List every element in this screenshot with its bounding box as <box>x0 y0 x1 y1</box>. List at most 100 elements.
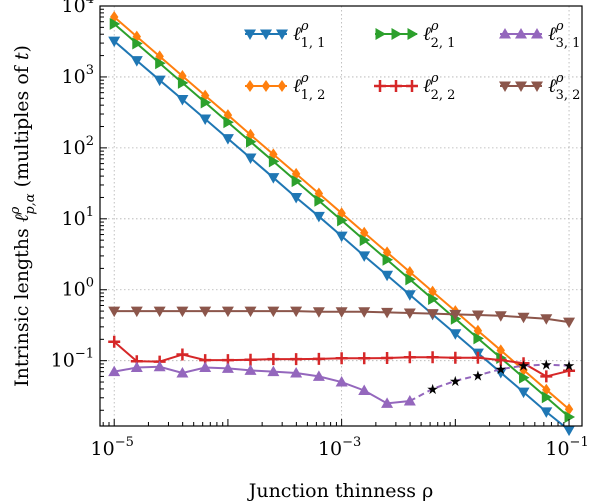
series-point <box>130 361 143 373</box>
y-axis-label: Intrinsic lengths ℓρp,α (multiples of t) <box>8 45 38 387</box>
x-tick-label: 10−1 <box>545 435 588 460</box>
legend-entry: ℓρ 1, 1 <box>244 19 325 51</box>
series-point <box>473 324 483 337</box>
series-point <box>359 234 371 247</box>
series-3 <box>108 335 576 383</box>
series-point <box>199 306 212 318</box>
legend-label: ℓρ 1, 1 <box>293 19 325 51</box>
legend-marker <box>276 29 288 40</box>
legend-entry: ℓρ 3, 2 <box>499 71 580 103</box>
series-point <box>244 306 257 318</box>
series-point-star: ★ <box>449 374 462 390</box>
series-point <box>200 96 212 109</box>
series-point <box>426 309 439 320</box>
series-point-star: ★ <box>426 382 439 398</box>
series-point <box>130 306 143 318</box>
series-point <box>358 384 371 395</box>
series-point <box>221 362 234 373</box>
series-point <box>176 95 189 106</box>
legend-marker <box>407 28 418 40</box>
legend-marker <box>277 80 287 92</box>
series-point <box>223 116 234 129</box>
legend-marker <box>515 81 527 92</box>
series-point <box>130 56 143 67</box>
series-point <box>471 310 484 322</box>
legend-marker <box>375 28 386 40</box>
x-axis-label: Junction thinness ρ <box>247 480 434 502</box>
series-point <box>405 273 416 286</box>
series-point <box>108 306 121 318</box>
series-point <box>381 307 394 319</box>
series-point <box>381 270 394 282</box>
y-tick-label: 102 <box>62 134 94 159</box>
series-point <box>540 407 553 418</box>
series-point-star: ★ <box>494 362 507 378</box>
series-point <box>244 153 257 164</box>
series-point <box>153 75 166 87</box>
series-point <box>517 312 530 324</box>
series-5 <box>108 306 576 329</box>
series-point <box>563 425 576 437</box>
series-point <box>199 114 212 126</box>
series-point <box>473 332 484 345</box>
series-layer: ★ ★ ★ ★ ★ ★ ★ <box>108 10 576 437</box>
series-point <box>564 403 574 416</box>
series-point <box>449 309 462 321</box>
series-point <box>109 17 121 30</box>
series-point <box>155 57 166 70</box>
series-point-star: ★ <box>540 358 553 374</box>
series-point <box>108 365 121 377</box>
legend-label: ℓρ 3, 1 <box>548 19 580 51</box>
series-point <box>312 307 325 318</box>
y-axis-ticks: 10−1 100 101 102 103 104 <box>51 0 107 411</box>
series-2 <box>109 17 576 423</box>
series-point <box>108 36 121 48</box>
series-point <box>176 306 189 318</box>
series-point <box>153 306 166 318</box>
series-point <box>244 353 257 366</box>
legend-marker <box>499 28 511 39</box>
series-point <box>335 307 348 318</box>
series-point <box>564 410 576 423</box>
series-point <box>337 214 348 227</box>
y-tick-label: 101 <box>62 205 94 230</box>
series-point <box>268 155 280 168</box>
series-point <box>290 306 303 318</box>
series-point <box>403 395 416 406</box>
x-axis-ticks: 10−5 10−3 10−1 <box>91 419 589 460</box>
series-point <box>176 367 189 378</box>
series-point <box>267 306 280 318</box>
series-line-dashed <box>409 363 570 402</box>
series-point <box>108 335 121 348</box>
legend-marker <box>245 80 255 92</box>
series-point <box>494 311 507 322</box>
legend-entry: ℓρ 2, 2 <box>374 71 455 103</box>
series-point <box>403 308 416 320</box>
y-tick-label: 104 <box>62 0 94 17</box>
legend: ℓρ 1, 1 ℓρ 2, 1 ℓρ 3, 1 ℓρ 1, 2 ℓρ 2, 2 ℓρ 3, 2 <box>244 19 580 103</box>
series-point-star: ★ <box>563 359 576 375</box>
series-point <box>176 348 189 361</box>
series-point <box>403 290 416 301</box>
legend-label: ℓρ 1, 2 <box>293 71 325 103</box>
series-point <box>428 293 439 306</box>
series-point-star: ★ <box>472 368 485 384</box>
series-point <box>267 173 280 184</box>
series-point <box>358 251 371 262</box>
series-point <box>177 76 189 89</box>
series-point <box>132 37 143 50</box>
series-point <box>449 329 462 340</box>
series-point <box>494 354 507 367</box>
series-point <box>246 135 257 148</box>
series-point <box>267 353 280 366</box>
y-tick-label: 103 <box>62 63 94 88</box>
series-point <box>290 192 303 204</box>
x-tick-label: 10−5 <box>91 435 134 460</box>
series-point <box>290 353 303 366</box>
series-point <box>153 360 166 372</box>
series-point <box>221 134 234 145</box>
series-point <box>382 253 394 266</box>
legend-marker <box>261 80 271 92</box>
series-point <box>426 351 439 364</box>
